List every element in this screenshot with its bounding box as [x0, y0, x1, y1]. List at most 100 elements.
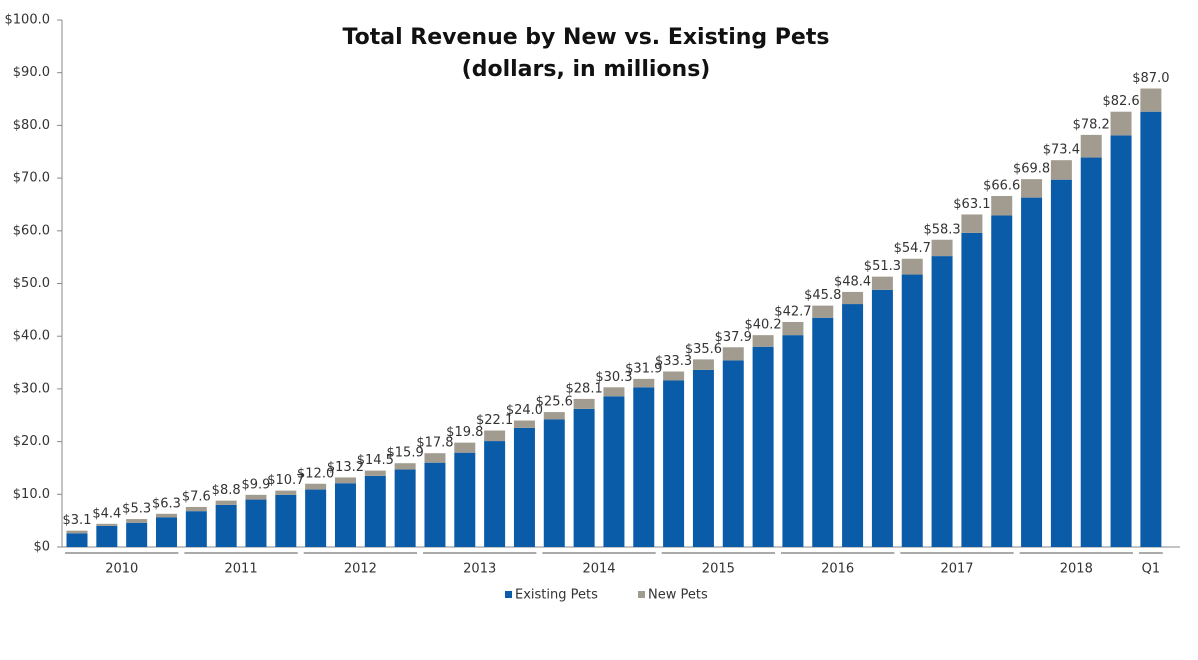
bar-segment: [275, 490, 297, 495]
bar-segment: [454, 452, 476, 547]
total-label: $51.3: [864, 259, 901, 274]
bar-segment: [543, 412, 565, 420]
legend-swatch: [638, 591, 645, 598]
total-label: $12.0: [297, 466, 334, 481]
bar-segment: [394, 469, 416, 547]
bar-segment: [185, 506, 207, 512]
total-label: $45.8: [804, 288, 841, 303]
bar-segment: [692, 359, 714, 370]
bar-segment: [185, 511, 207, 547]
x-group-label: 2011: [225, 562, 258, 577]
bar-segment: [901, 258, 923, 275]
bar-segment: [1140, 111, 1162, 547]
bar-segment: [394, 463, 416, 470]
bar-segment: [722, 347, 744, 361]
total-label: $13.2: [327, 460, 364, 475]
x-group-label: 2013: [463, 562, 496, 577]
bar-segment: [842, 304, 864, 547]
legend-swatch: [505, 591, 512, 598]
x-group-label: 2015: [702, 562, 735, 577]
bar-segment: [871, 289, 893, 547]
x-group-label: 2018: [1060, 562, 1093, 577]
bar-segment: [812, 317, 834, 547]
bar-segment: [573, 408, 595, 547]
bar-segment: [1110, 111, 1132, 136]
total-label: $22.1: [476, 413, 513, 428]
total-label: $58.3: [923, 222, 960, 237]
total-label: $40.2: [744, 318, 781, 333]
bar-segment: [66, 530, 88, 534]
bar-segment: [1110, 135, 1132, 547]
total-label: $48.4: [834, 274, 871, 289]
bar-segment: [633, 387, 655, 547]
bar-segment: [573, 398, 595, 409]
total-label: $25.6: [536, 395, 573, 410]
bar-segment: [155, 517, 177, 547]
bar-segment: [692, 369, 714, 547]
total-label: $6.3: [152, 496, 181, 511]
legend-label: Existing Pets: [515, 588, 598, 603]
bar-segment: [96, 525, 118, 547]
bar-segment: [275, 494, 297, 547]
total-label: $15.9: [387, 446, 424, 461]
bar-segment: [66, 533, 88, 547]
y-tick-label: $80.0: [13, 118, 50, 133]
bar-segment: [245, 494, 267, 500]
bar-segment: [1080, 134, 1102, 158]
y-tick-label: $10.0: [13, 487, 50, 502]
bar-segment: [842, 291, 864, 305]
bar-segment: [305, 483, 327, 490]
bar-segment: [1050, 179, 1072, 547]
total-label: $31.9: [625, 361, 662, 376]
total-label: $82.6: [1102, 94, 1139, 109]
total-label: $73.4: [1043, 143, 1080, 158]
total-label: $17.8: [416, 436, 453, 451]
bar-segment: [484, 430, 506, 442]
bar-segment: [305, 489, 327, 547]
y-tick-label: $50.0: [13, 276, 50, 291]
bar-segment: [782, 321, 804, 336]
bar-segment: [663, 371, 685, 381]
chart-title: Total Revenue by New vs. Existing Pets: [343, 25, 830, 50]
bar-segment: [782, 335, 804, 547]
bar-segment: [484, 441, 506, 547]
total-label: $3.1: [63, 513, 92, 528]
y-tick-label: $0: [33, 540, 50, 555]
bar-segment: [1021, 197, 1043, 547]
total-label: $24.0: [506, 403, 543, 418]
bar-segment: [424, 453, 446, 463]
x-group-label: 2014: [582, 562, 615, 577]
bar-segment: [1140, 88, 1162, 112]
bar-segment: [633, 378, 655, 388]
legend-label: New Pets: [648, 588, 708, 603]
total-label: $7.6: [182, 489, 211, 504]
bar-segment: [931, 256, 953, 547]
total-label: $63.1: [953, 197, 990, 212]
y-tick-label: $70.0: [13, 171, 50, 186]
x-group-label: 2017: [940, 562, 973, 577]
bar-segment: [126, 522, 148, 547]
y-tick-label: $60.0: [13, 223, 50, 238]
bar-segment: [334, 483, 356, 547]
bar-segment: [454, 442, 476, 453]
bar-segment: [96, 523, 118, 526]
bar-segment: [1050, 160, 1072, 180]
bar-segment: [1080, 157, 1102, 547]
bar-segment: [961, 214, 983, 233]
total-label: $19.8: [446, 425, 483, 440]
bar-segment: [603, 387, 625, 397]
bar-segment: [126, 519, 148, 523]
bar-segment: [603, 396, 625, 547]
total-label: $10.7: [267, 473, 304, 488]
bar-segment: [1021, 179, 1043, 198]
bar-segment: [215, 500, 237, 505]
bar-segment: [722, 360, 744, 547]
total-label: $28.1: [566, 381, 603, 396]
total-label: $14.5: [357, 453, 394, 468]
bar-segment: [364, 475, 386, 547]
total-label: $37.9: [715, 330, 752, 345]
total-label: $42.7: [774, 304, 811, 319]
bar-segment: [155, 513, 177, 518]
bar-segment: [871, 276, 893, 290]
